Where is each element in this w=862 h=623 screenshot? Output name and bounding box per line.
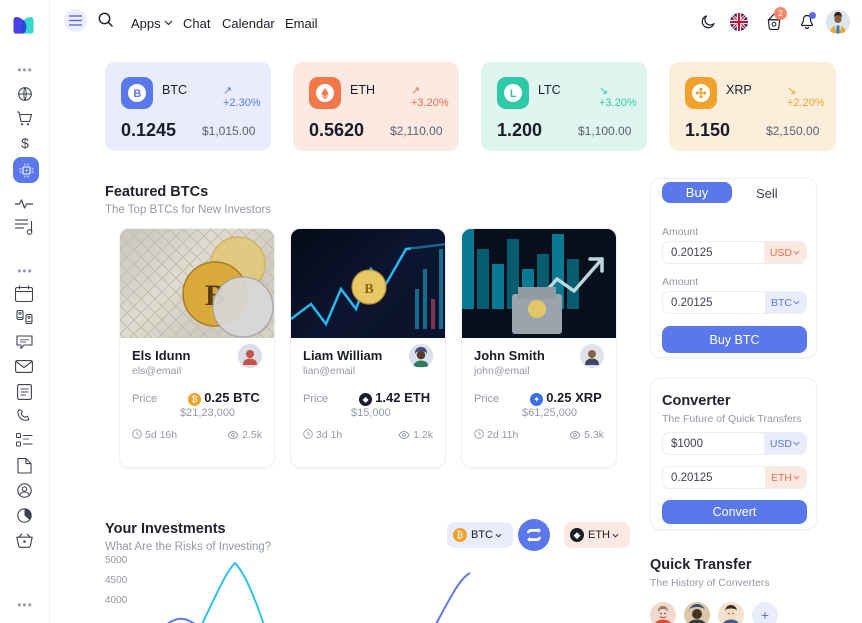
svg-text:B: B	[364, 282, 373, 297]
svg-text:4500: 4500	[105, 575, 128, 586]
svg-text:B: B	[133, 88, 141, 100]
svg-text:L: L	[510, 88, 517, 100]
svg-text:5000: 5000	[105, 555, 128, 566]
svg-text:4000: 4000	[105, 595, 128, 606]
